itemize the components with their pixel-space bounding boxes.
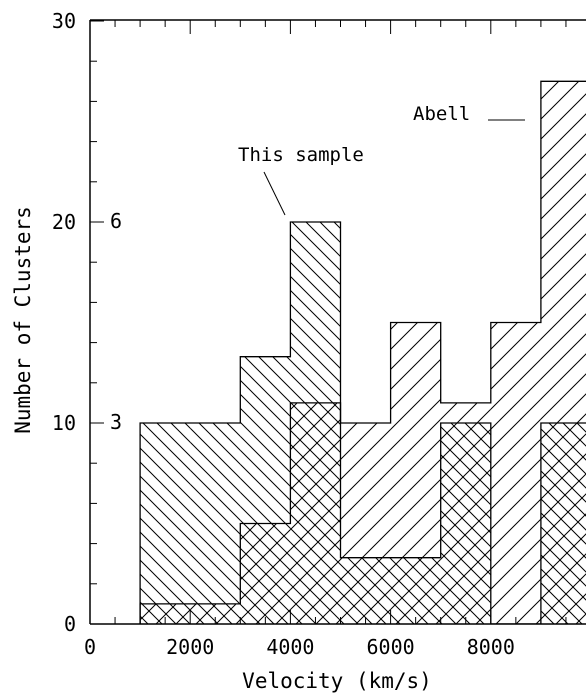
this-sample-bar-5 (340, 557, 391, 624)
this-sample-outline (139, 221, 586, 624)
right-axis-label-3: 3 (110, 410, 122, 434)
x-tick-label: 6000 (367, 635, 415, 659)
this-sample-annotation-leader (263, 171, 286, 216)
this-sample-bar-1 (140, 423, 191, 624)
y-tick-label: 0 (64, 612, 76, 636)
sample-bars (139, 221, 586, 624)
y-tick-label: 10 (52, 411, 76, 435)
this-sample-bar-7 (440, 423, 491, 624)
right-axis-label-6: 6 (110, 209, 122, 233)
axis-tick-labels: 0 2000 4000 6000 8000 0 10 20 30 (52, 9, 515, 659)
abell-annotation: Abell (413, 103, 470, 125)
x-axis-title: Velocity (km/s) (242, 669, 432, 693)
this-sample-bar-6 (390, 557, 441, 624)
y-tick-label: 20 (52, 210, 76, 234)
axis-ticks (89, 20, 567, 625)
x-tick-label: 8000 (467, 635, 515, 659)
this-sample-bar-4 (290, 222, 341, 624)
y-axis-title: Number of Clusters (11, 206, 35, 434)
y-tick-label: 30 (52, 9, 76, 33)
x-tick-label: 2000 (166, 635, 214, 659)
this-sample-bar-2 (190, 423, 241, 624)
abell-bar-8 (490, 322, 541, 624)
this-sample-bar-3 (240, 356, 291, 624)
x-tick-label: 4000 (266, 635, 314, 659)
this-sample-bar-9 (540, 423, 586, 624)
this-sample-annotation: This sample (238, 144, 364, 166)
x-tick-label: 0 (84, 635, 96, 659)
